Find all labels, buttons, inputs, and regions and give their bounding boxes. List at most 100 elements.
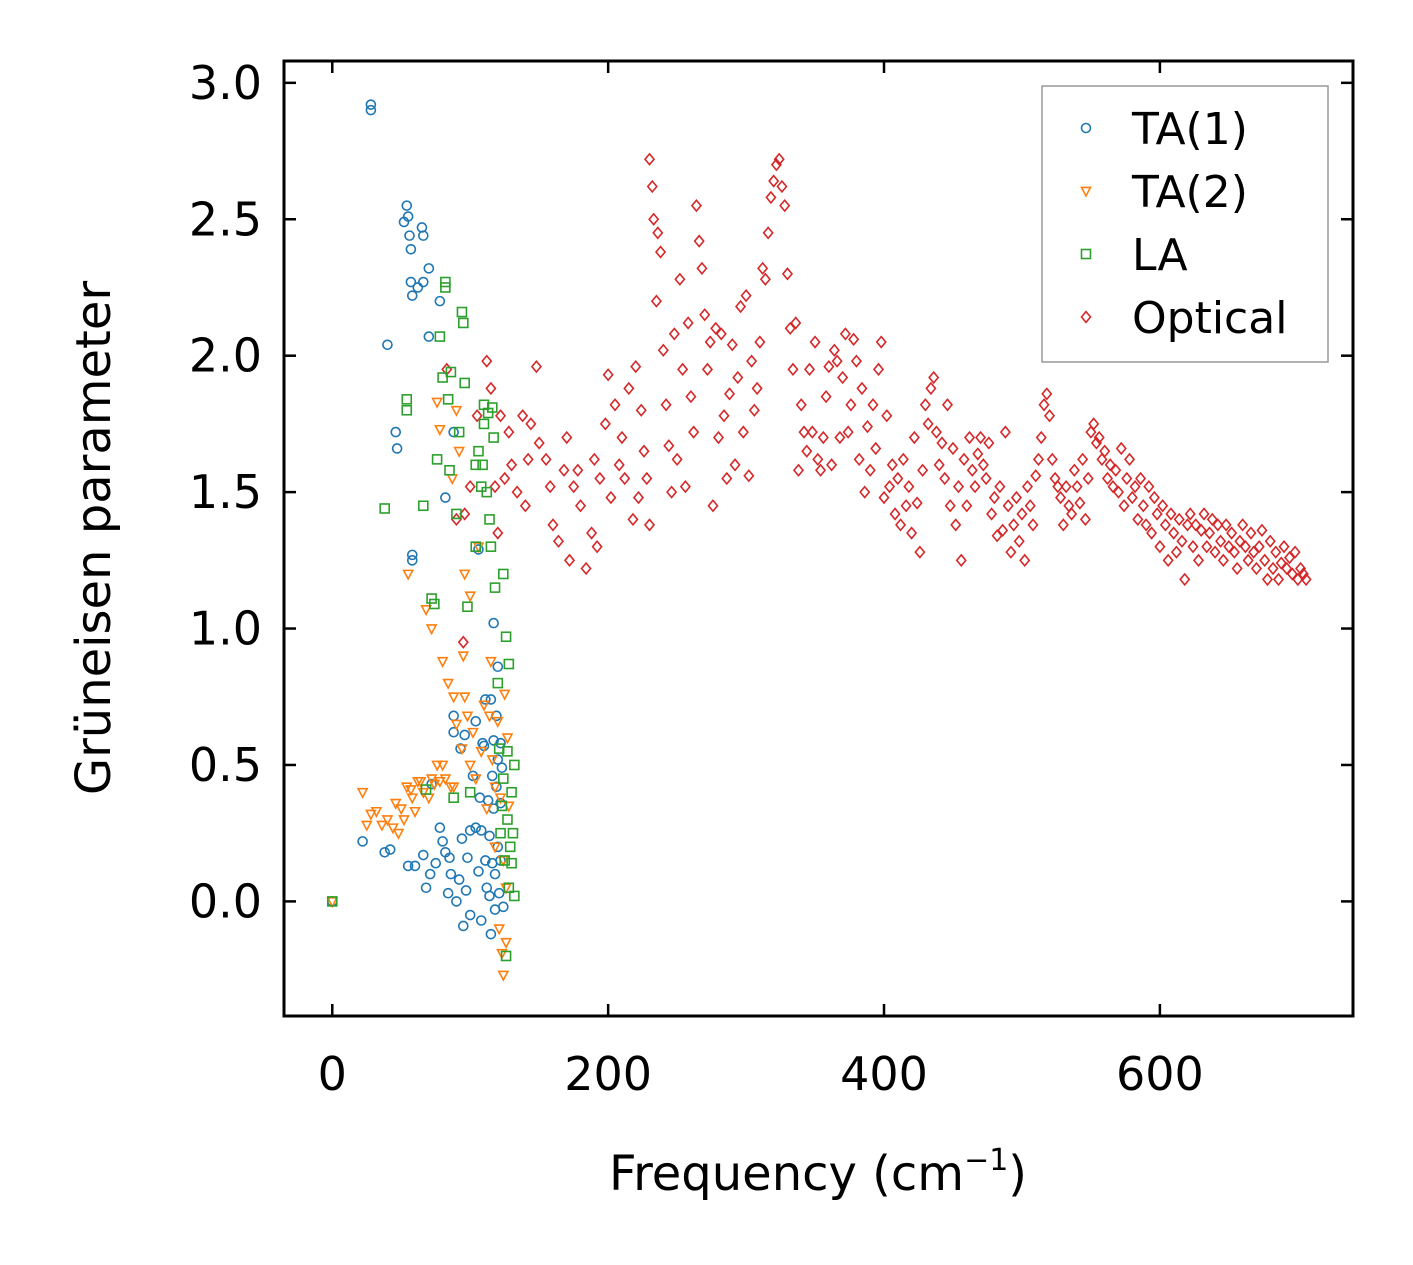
data-point [580, 561, 592, 576]
data-point [1101, 471, 1114, 486]
data-point [1112, 485, 1125, 499]
data-point [497, 856, 510, 868]
data-point [370, 806, 383, 819]
data-point [1021, 480, 1034, 494]
data-point [398, 815, 410, 827]
data-point [1085, 425, 1097, 439]
data-point [872, 362, 885, 376]
data-point [861, 419, 874, 434]
data-point [828, 343, 840, 357]
data-point [723, 387, 736, 401]
data-point [906, 526, 918, 540]
data-point [384, 844, 396, 855]
data-point [481, 486, 493, 498]
data-point [406, 793, 419, 805]
data-point [503, 658, 515, 670]
data-point [426, 593, 437, 604]
data-point [1118, 499, 1130, 513]
data-point [506, 786, 517, 798]
data-point [462, 601, 473, 613]
data-point [646, 179, 658, 194]
data-point [484, 830, 495, 842]
data-point [485, 928, 497, 940]
data-point [1284, 550, 1296, 565]
data-point [765, 190, 777, 205]
data-point [952, 480, 965, 494]
data-point [803, 362, 816, 376]
data-point [502, 814, 513, 825]
data-point [1057, 518, 1069, 532]
data-point [616, 430, 628, 445]
data-point [1270, 545, 1282, 559]
data-point [460, 885, 472, 896]
data-point [483, 711, 496, 723]
data-point [643, 518, 656, 532]
data-point [834, 430, 846, 445]
data-point [986, 507, 998, 521]
data-point [1278, 540, 1290, 554]
data-point [326, 896, 339, 909]
data-point [848, 332, 860, 346]
data-point [602, 368, 614, 382]
data-point [511, 485, 523, 499]
data-point [1300, 572, 1312, 587]
legend-label: Optical [1132, 293, 1287, 344]
x-tick-label: 0 [318, 1047, 347, 1101]
data-point [643, 152, 656, 166]
data-point [619, 471, 631, 486]
data-point [1082, 471, 1094, 486]
data-point [572, 463, 584, 477]
data-point [650, 294, 662, 308]
data-point [498, 689, 511, 701]
data-point [773, 152, 785, 166]
data-point [478, 700, 490, 712]
data-point [588, 452, 600, 467]
data-point [473, 544, 484, 555]
data-point [1027, 518, 1039, 532]
data-point [826, 458, 838, 472]
data-point [406, 549, 418, 561]
data-point [792, 463, 805, 477]
data-point [447, 692, 460, 704]
data-point [1226, 526, 1238, 540]
series-LA [326, 276, 520, 962]
data-point [1140, 518, 1152, 532]
data-point [677, 362, 689, 376]
data-point [688, 425, 700, 439]
data-point [495, 409, 507, 423]
data-point [997, 523, 1009, 537]
data-point [630, 359, 642, 374]
data-point [922, 417, 934, 431]
data-point [402, 569, 414, 581]
data-point [1132, 512, 1144, 527]
data-point [886, 458, 898, 472]
data-point [450, 719, 463, 731]
data-point [475, 915, 487, 926]
data-point [440, 276, 451, 288]
data-point [489, 782, 501, 794]
data-point [919, 398, 931, 412]
data-point [1187, 540, 1199, 554]
data-point [467, 770, 479, 782]
legend-label: TA(1) [1131, 104, 1248, 155]
data-point [412, 282, 424, 293]
data-point [434, 776, 446, 789]
data-point [594, 471, 606, 486]
data-point [1035, 430, 1047, 445]
data-point [395, 804, 408, 816]
data-point [892, 471, 904, 486]
y-axis-label: Grüneisen parameter [66, 281, 122, 796]
data-point [746, 354, 758, 368]
data-point [488, 617, 499, 629]
data-point [450, 512, 462, 527]
data-point [492, 526, 504, 540]
data-point [464, 825, 476, 836]
data-point [1005, 545, 1017, 559]
data-point [409, 860, 421, 872]
data-point [666, 485, 678, 499]
data-point [1204, 526, 1216, 540]
data-point [485, 656, 497, 668]
data-point [425, 624, 438, 636]
data-point [509, 759, 520, 771]
data-point [663, 439, 675, 453]
